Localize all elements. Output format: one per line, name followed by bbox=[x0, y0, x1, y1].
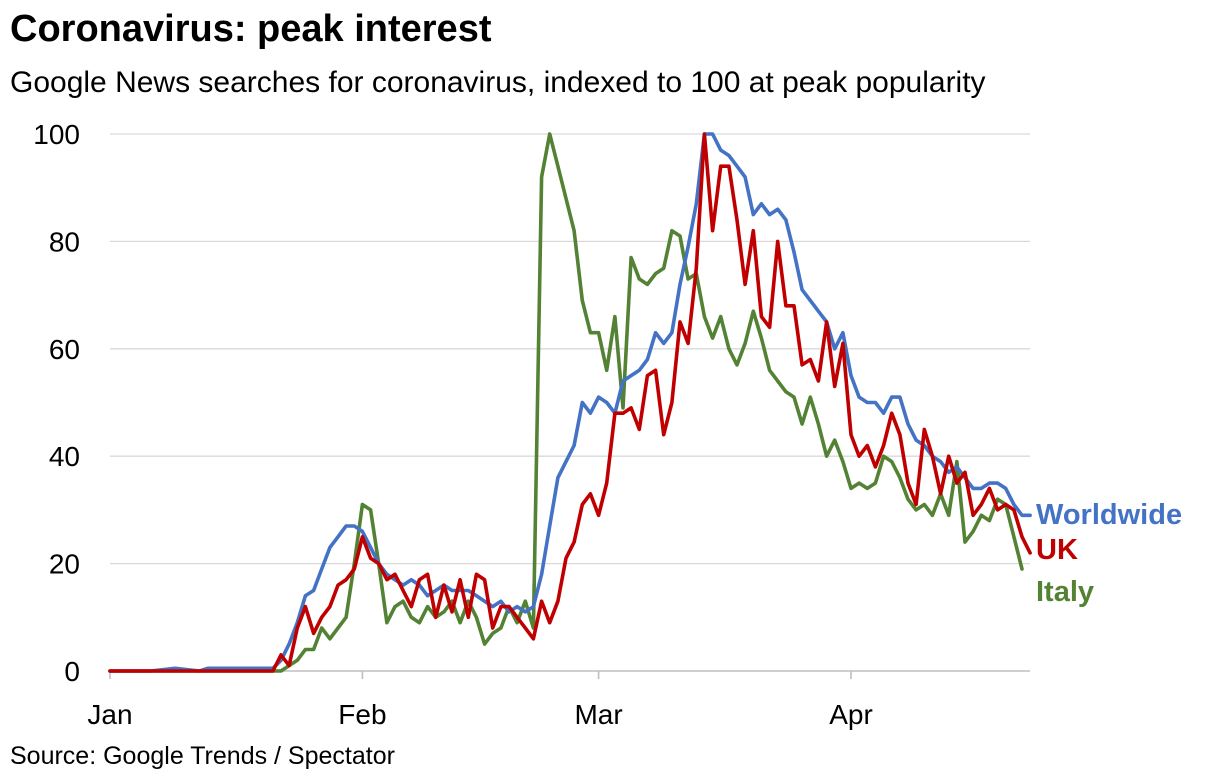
y-tick-label: 40 bbox=[49, 441, 80, 472]
y-tick-label: 0 bbox=[64, 656, 80, 687]
series-label-uk: UK bbox=[1036, 534, 1078, 566]
x-tick-label: Feb bbox=[338, 699, 386, 730]
y-tick-label: 20 bbox=[49, 549, 80, 580]
series-line-italy bbox=[108, 132, 1024, 673]
series-line-uk bbox=[108, 132, 1032, 673]
x-tick-label: Apr bbox=[829, 699, 873, 730]
x-axis: Jan Feb Mar Apr bbox=[87, 670, 1030, 730]
y-tick-label: 100 bbox=[33, 119, 80, 150]
source-note: Source: Google Trends / Spectator bbox=[10, 742, 395, 770]
chart-subtitle: Google News searches for coronavirus, in… bbox=[10, 66, 986, 99]
x-tick-label: Mar bbox=[574, 699, 622, 730]
y-axis: 0 20 40 60 80 100 bbox=[33, 119, 80, 687]
series-line-worldwide bbox=[108, 132, 1032, 673]
series-label-italy: Italy bbox=[1036, 576, 1094, 608]
y-tick-label: 60 bbox=[49, 334, 80, 365]
series-lines bbox=[108, 132, 1032, 673]
x-tick-label: Jan bbox=[87, 699, 132, 730]
chart-title: Coronavirus: peak interest bbox=[10, 8, 492, 50]
series-label-worldwide: Worldwide bbox=[1036, 499, 1182, 531]
gridlines bbox=[110, 133, 1030, 565]
y-tick-label: 80 bbox=[49, 226, 80, 257]
